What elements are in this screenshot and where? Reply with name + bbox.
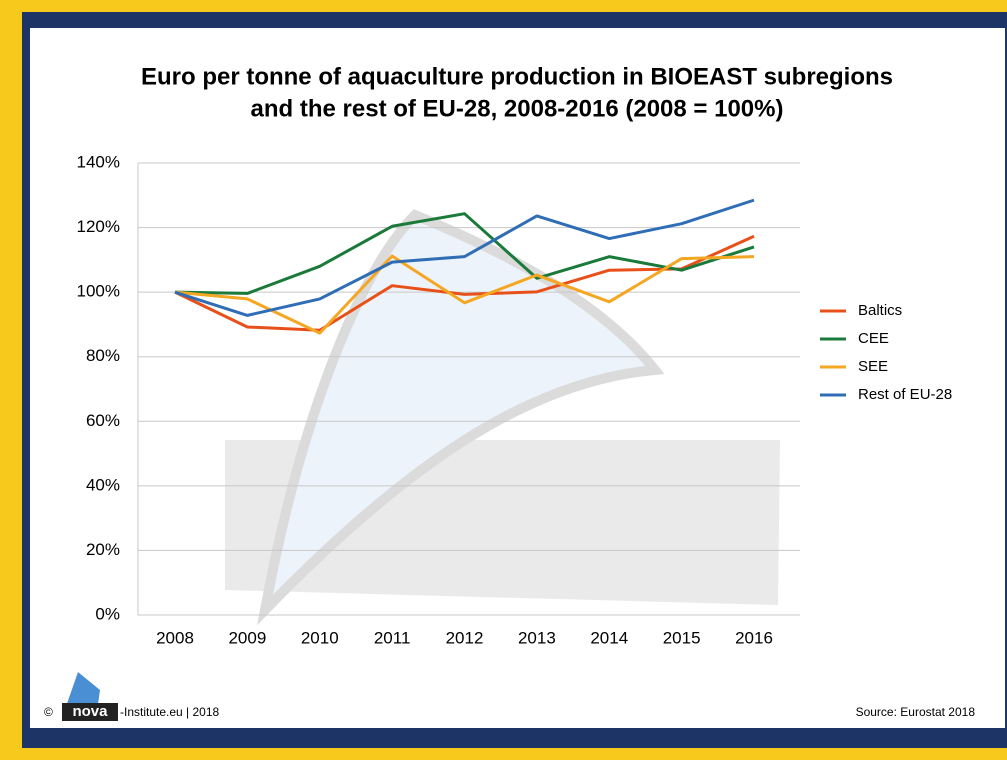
x-tick-label: 2010 [301,628,339,647]
x-tick-label: 2016 [735,628,773,647]
x-tick-label: 2011 [374,628,411,647]
y-tick-label: 80% [86,346,120,365]
x-tick-label: 2015 [663,628,701,647]
x-tick-label: 2009 [228,628,266,647]
legend-label: CEE [858,330,889,347]
y-tick-label: 20% [86,540,120,559]
x-tick-label: 2013 [518,628,556,647]
credit: -Institute.eu | 2018 [120,705,220,719]
y-tick-label: 140% [77,152,120,171]
chart: Euro per tonne of aquaculture production… [0,0,1007,760]
copyright: © [44,705,53,719]
y-tick-label: 60% [86,411,120,430]
x-tick-label: 2008 [156,628,194,647]
y-tick-label: 40% [86,475,120,494]
x-tick-label: 2012 [446,628,484,647]
legend-label: SEE [858,358,888,375]
chart-title: and the rest of EU-28, 2008-2016 (2008 =… [251,95,784,122]
x-tick-label: 2014 [590,628,628,647]
source: Source: Eurostat 2018 [856,705,976,719]
logo-text: nova [72,703,108,720]
y-tick-label: 0% [95,604,120,623]
y-tick-label: 100% [77,282,120,301]
legend-label: Rest of EU-28 [858,386,952,403]
y-tick-label: 120% [77,217,120,236]
legend-label: Baltics [858,302,902,319]
chart-title: Euro per tonne of aquaculture production… [141,63,893,90]
